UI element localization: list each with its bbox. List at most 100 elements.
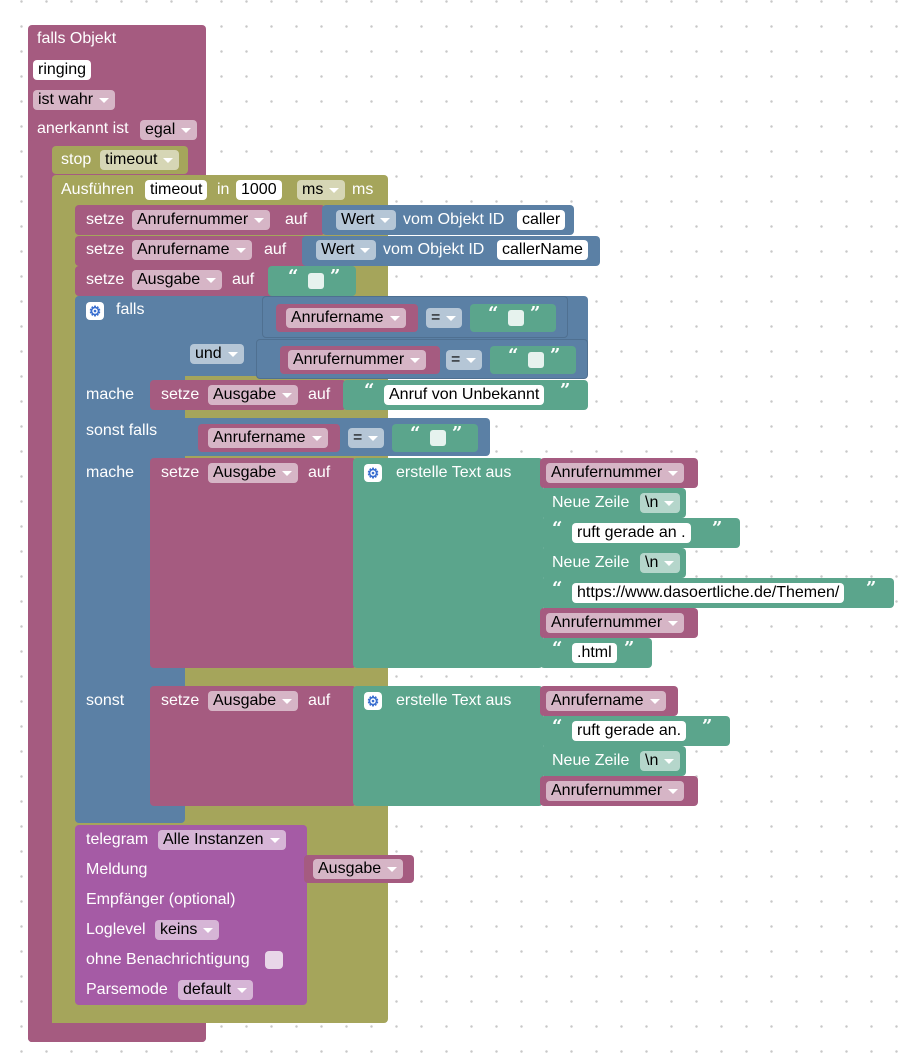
join1-t1-field[interactable]: ruft gerade an .: [572, 523, 691, 543]
cond1-empty-field[interactable]: [508, 310, 524, 326]
gear-icon[interactable]: ⚙: [364, 692, 382, 710]
else-var-dropdown[interactable]: Ausgabe: [208, 691, 299, 711]
join1-t3-field[interactable]: .html: [572, 643, 617, 663]
exec-delay-field[interactable]: 1000: [236, 180, 282, 200]
join1-nl2-dropdown[interactable]: \n: [640, 553, 681, 573]
then1-text-field[interactable]: Anruf von Unbekannt: [384, 385, 545, 405]
quote-open-icon: “: [552, 638, 563, 659]
set1-prop-dropdown[interactable]: Wert: [336, 210, 397, 230]
join1-t2-field[interactable]: https://www.dasoertliche.de/Themen/: [572, 583, 845, 603]
telegram-loglevel-dropdown[interactable]: keins: [155, 920, 220, 940]
telegram-label: telegram: [86, 831, 149, 848]
set-ausgabe-join1-block[interactable]: [150, 458, 356, 668]
quote-close-icon: ”: [624, 638, 635, 659]
quote-open-icon: “: [508, 345, 519, 366]
join1-nl1-label: Neue Zeile: [552, 494, 630, 511]
quote-open-icon: “: [488, 303, 499, 324]
exec-timer-name[interactable]: timeout: [145, 180, 208, 200]
if-mache2-label: mache: [86, 464, 135, 481]
join1-nl2-label: Neue Zeile: [552, 554, 630, 571]
set2-id-field[interactable]: callerName: [497, 240, 588, 260]
set2-var-dropdown[interactable]: Anrufername: [132, 240, 252, 260]
exec-unit-dropdown[interactable]: ms: [297, 180, 346, 200]
then2-setze: setze: [161, 464, 200, 481]
set1-setze: setze: [86, 211, 125, 228]
if-else-label: sonst: [86, 692, 125, 709]
quote-close-icon: ”: [702, 716, 713, 737]
trigger-bottom: [28, 1025, 206, 1042]
telegram-parse-label: Parsemode: [86, 981, 168, 998]
join1-v1-dropdown[interactable]: Anrufernummer: [546, 463, 685, 483]
telegram-msg-label: Meldung: [86, 861, 148, 878]
telegram-block[interactable]: [75, 825, 307, 1005]
then2-var-dropdown[interactable]: Ausgabe: [208, 463, 299, 483]
telegram-msg-var-dropdown[interactable]: Ausgabe: [313, 859, 404, 879]
checkbox-icon[interactable]: [265, 951, 283, 969]
ack-label: anerkannt ist: [37, 120, 129, 137]
quote-open-icon: “: [552, 578, 563, 599]
quote-open-icon: “: [364, 380, 375, 401]
set3-auf: auf: [232, 271, 255, 288]
cond3-empty-field[interactable]: [430, 430, 446, 446]
exec-unit-suffix: ms: [352, 181, 374, 198]
set1-from: vom Objekt ID: [403, 211, 505, 228]
cond3-var-dropdown[interactable]: Anrufername: [208, 428, 328, 448]
then1-setze: setze: [161, 386, 200, 403]
quote-close-icon: ”: [550, 345, 561, 366]
quote-close-icon: ”: [866, 578, 877, 599]
set1-var-dropdown[interactable]: Anrufernummer: [132, 210, 271, 230]
set2-prop-dropdown[interactable]: Wert: [316, 240, 377, 260]
and-dropdown[interactable]: und: [190, 344, 244, 364]
cond2-empty-field[interactable]: [528, 352, 544, 368]
set3-setze: setze: [86, 271, 125, 288]
telegram-recipient-label: Empfänger (optional): [86, 891, 236, 908]
quote-open-icon: “: [552, 716, 563, 737]
object-id-field[interactable]: ringing: [33, 60, 92, 80]
quote-open-icon: “: [410, 423, 421, 444]
if-elseif-label: sonst falls: [86, 422, 158, 439]
set1-auf: auf: [285, 211, 308, 228]
join1-v2-dropdown[interactable]: Anrufernummer: [546, 613, 685, 633]
quote-open-icon: “: [288, 266, 299, 287]
cond2-var-dropdown[interactable]: Anrufernummer: [288, 350, 427, 370]
cond3-op-dropdown[interactable]: =: [348, 428, 385, 448]
stop-label: stop: [61, 151, 92, 168]
set3-var-dropdown[interactable]: Ausgabe: [132, 270, 223, 290]
cond1-var-dropdown[interactable]: Anrufername: [286, 308, 406, 328]
telegram-parse-dropdown[interactable]: default: [178, 980, 254, 1000]
quote-open-icon: “: [552, 518, 563, 539]
telegram-instance-dropdown[interactable]: Alle Instanzen: [158, 830, 286, 850]
empty-text-field[interactable]: [308, 273, 324, 289]
exec-inner-area: [52, 203, 74, 1023]
gear-icon[interactable]: ⚙: [364, 464, 382, 482]
join2-nl1-label: Neue Zeile: [552, 752, 630, 769]
join2-v2-dropdown[interactable]: Anrufernummer: [546, 781, 685, 801]
set1-id-field[interactable]: caller: [517, 210, 566, 230]
else-auf: auf: [308, 692, 331, 709]
telegram-loglevel-label: Loglevel: [86, 921, 146, 938]
condition-dropdown[interactable]: ist wahr: [33, 90, 116, 110]
quote-close-icon: ”: [452, 423, 463, 444]
join2-t1-field[interactable]: ruft gerade an.: [572, 721, 687, 741]
join2-nl1-dropdown[interactable]: \n: [640, 751, 681, 771]
quote-close-icon: ”: [530, 303, 541, 324]
gear-icon[interactable]: ⚙: [86, 302, 104, 320]
join1-nl1-dropdown[interactable]: \n: [640, 493, 681, 513]
ack-dropdown[interactable]: egal: [140, 120, 198, 140]
then2-join-label: erstelle Text aus: [396, 464, 512, 481]
exec-in-label: in: [217, 181, 230, 198]
set2-setze: setze: [86, 241, 125, 258]
quote-close-icon: ”: [712, 518, 723, 539]
trigger-label: falls Objekt: [37, 30, 117, 47]
quote-close-icon: ”: [330, 266, 341, 287]
else-setze: setze: [161, 692, 200, 709]
cond2-op-dropdown[interactable]: =: [446, 350, 483, 370]
join2-v1-dropdown[interactable]: Anrufername: [546, 691, 666, 711]
then1-var-dropdown[interactable]: Ausgabe: [208, 385, 299, 405]
join2-block[interactable]: [353, 686, 543, 806]
cond1-op-dropdown[interactable]: =: [426, 308, 463, 328]
exec-label: Ausführen: [61, 181, 134, 198]
quote-close-icon: ”: [560, 380, 571, 401]
join1-block[interactable]: [353, 458, 543, 668]
stop-timer-dropdown[interactable]: timeout: [100, 150, 180, 170]
